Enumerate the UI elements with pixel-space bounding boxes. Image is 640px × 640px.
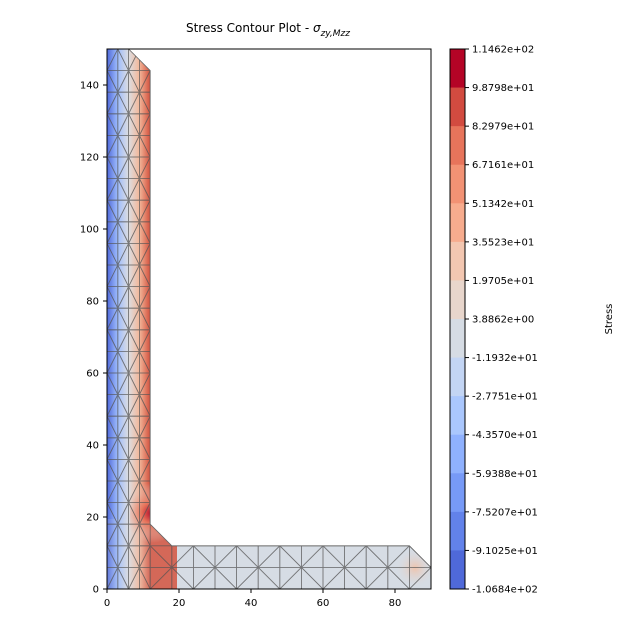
colorbar-tick-label: 9.8798e+01	[472, 83, 534, 94]
colorbar-band	[450, 49, 465, 88]
y-tick-label: 140	[80, 81, 99, 92]
y-tick-label: 100	[80, 225, 99, 236]
colorbar-band	[450, 319, 465, 358]
y-tick-label: 80	[86, 297, 99, 308]
mesh-element	[107, 49, 119, 71]
colorbar-tick-label: -4.3570e+01	[472, 430, 538, 441]
y-tick-label: 40	[86, 441, 99, 452]
colorbar-tick-label: -5.9388e+01	[472, 469, 538, 480]
colorbar-band	[450, 203, 465, 243]
y-tick-label: 120	[80, 153, 99, 164]
colorbar-tick-label: 5.1342e+01	[472, 199, 534, 210]
colorbar-tick-label: 6.7161e+01	[472, 160, 534, 171]
colorbar-band	[450, 511, 465, 551]
colorbar-band	[450, 396, 465, 436]
x-tick-label: 40	[245, 598, 258, 609]
plot-frame	[106, 48, 432, 590]
x-tick-label: 20	[173, 598, 186, 609]
y-tick-label: 20	[86, 513, 99, 524]
colorbar-band	[450, 473, 465, 513]
plot-area	[106, 48, 432, 590]
colorbar-band	[450, 241, 465, 281]
colorbar-tick-label: -1.0684e+02	[472, 585, 538, 596]
y-tick-label: 0	[93, 585, 99, 596]
colorbar-band	[450, 434, 465, 474]
colorbar-tick-label: 3.8862e+00	[472, 315, 534, 326]
colorbar-band	[450, 550, 465, 590]
chart-title: Stress Contour Plot - σzy,Mzz	[186, 21, 350, 39]
y-axis: 0 20 40 60 80 100 120 140	[80, 81, 107, 596]
colorbar-band	[450, 357, 465, 397]
colorbar-tick-label: -9.1025e+01	[472, 546, 538, 557]
colorbar-band	[450, 87, 465, 127]
mesh-element	[128, 49, 141, 71]
x-tick-label: 80	[389, 598, 402, 609]
colorbar-tick-label: 8.2979e+01	[472, 122, 534, 133]
colorbar-tick-label: 3.5523e+01	[472, 237, 534, 248]
x-axis: 0 20 40 60 80	[104, 589, 402, 609]
colorbar-label: Stress	[604, 304, 615, 335]
plot-background	[107, 49, 431, 589]
colorbar-band	[450, 126, 465, 166]
colorbar-band	[450, 280, 465, 320]
y-tick-label: 60	[86, 369, 99, 380]
colorbar-tick-label: -2.7751e+01	[472, 392, 538, 403]
finite-element-mesh	[107, 49, 431, 589]
x-tick-label: 0	[104, 598, 110, 609]
x-tick-label: 60	[317, 598, 330, 609]
colorbar-tick-label: 1.1462e+02	[472, 45, 534, 56]
colorbar-tick-label: 1.9705e+01	[472, 276, 534, 287]
colorbar: 1.1462e+02 9.8798e+01 8.2979e+01 6.7161e+01…	[449, 45, 538, 596]
colorbar-tick-label: -7.5207e+01	[472, 507, 538, 518]
colorbar-tick-label: -1.1932e+01	[472, 353, 538, 364]
colorbar-band	[450, 164, 465, 204]
